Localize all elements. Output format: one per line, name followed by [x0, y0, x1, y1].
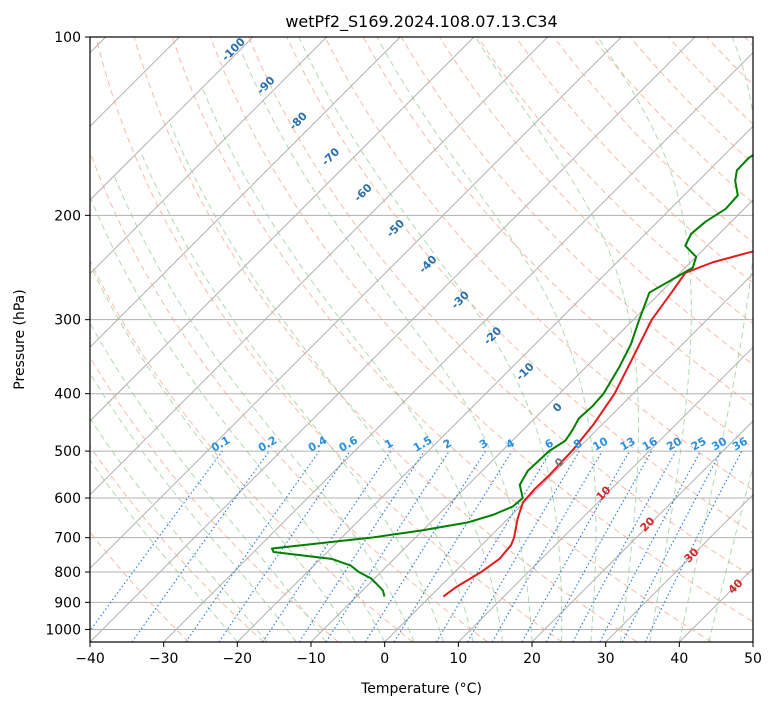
isotherm-gridline — [752, 641, 753, 642]
dry-adiabat — [210, 37, 753, 623]
moist-adiabat — [90, 321, 327, 642]
moist-adiabat — [90, 199, 386, 642]
y-tick-label: 200 — [54, 208, 81, 224]
mixing-ratio-line — [545, 450, 653, 642]
y-tick-label: 100 — [54, 30, 81, 46]
moist-adiabat — [202, 87, 504, 642]
moist-adiabat — [90, 459, 238, 642]
dry-adiabat — [90, 356, 339, 642]
x-tick-label: −10 — [296, 651, 326, 667]
dry-adiabat — [95, 37, 563, 642]
mixing-ratio-line — [262, 450, 392, 642]
moist-adiabat — [678, 37, 753, 642]
moist-adiabat — [169, 123, 474, 642]
mixing-ratio-line — [131, 450, 270, 642]
y-tick-label: 300 — [54, 313, 81, 329]
moist-adiabat — [597, 37, 692, 642]
moist-adiabat — [376, 37, 597, 642]
y-tick-label: 400 — [54, 387, 81, 403]
dry-adiabat — [515, 37, 753, 284]
y-axis-label: Pressure (hPa) — [12, 289, 28, 389]
mixing-ratio-line — [298, 450, 425, 642]
isotherm-gridline — [605, 493, 753, 642]
x-tick-label: 20 — [523, 651, 541, 667]
profile-line — [442, 250, 753, 598]
x-tick-label: 40 — [670, 651, 688, 667]
dry-adiabat — [133, 37, 638, 642]
x-tick-label: −40 — [75, 651, 105, 667]
dry-adiabat — [248, 37, 753, 578]
dry-adiabat — [324, 37, 753, 491]
isotherm-gridline — [90, 37, 328, 275]
dry-adiabat — [171, 37, 712, 642]
x-axis-label: Temperature (°C) — [360, 681, 482, 697]
x-tick-label: −20 — [223, 651, 253, 667]
profile-line — [270, 153, 753, 597]
moist-adiabat — [708, 464, 753, 642]
isotherm-gridline — [457, 346, 753, 642]
isotherm-gridline — [90, 37, 401, 349]
x-tick-label: 50 — [744, 651, 762, 667]
mixing-ratio-line — [218, 450, 351, 642]
isotherm-gridline — [163, 51, 753, 642]
mixing-ratio-line — [90, 450, 223, 632]
isotherm-gridline — [90, 37, 696, 642]
moist-adiabat — [90, 372, 297, 642]
x-tick-label: 0 — [380, 651, 389, 667]
plot-frame — [89, 36, 754, 643]
mixing-ratio-line — [325, 450, 450, 642]
dry-adiabat — [90, 259, 414, 642]
mixing-ratio-line — [185, 450, 320, 642]
dry-adiabat — [286, 37, 753, 534]
mixing-ratio-line — [644, 450, 743, 642]
isotherm-gridline — [90, 37, 622, 570]
x-tick-label: 30 — [597, 651, 615, 667]
isotherm-gridline — [531, 420, 753, 642]
x-tick-label: −30 — [149, 651, 179, 667]
moist-adiabat — [90, 264, 356, 642]
y-tick-label: 600 — [54, 491, 81, 507]
moist-adiabat — [114, 176, 415, 642]
y-tick-label: 700 — [54, 531, 81, 547]
moist-adiabat — [241, 51, 533, 642]
y-tick-label: 1000 — [45, 622, 81, 638]
mixing-ratio-line — [393, 450, 513, 642]
isotherm-gridline — [90, 37, 549, 496]
y-tick-label: 900 — [54, 595, 81, 611]
mixing-ratio-line — [521, 450, 630, 642]
plot-background — [90, 37, 753, 642]
moist-adiabat — [474, 37, 639, 642]
isotherm-gridline — [90, 37, 475, 422]
mixing-ratio-line — [572, 450, 677, 642]
y-tick-label: 800 — [54, 565, 81, 581]
chart-title: wetPf2_S169.2024.108.07.13.C34 — [285, 12, 557, 32]
isotherm-gridline — [90, 37, 254, 201]
dry-adiabat — [90, 445, 264, 642]
x-tick-label: 10 — [449, 651, 467, 667]
moist-adiabat — [90, 417, 268, 642]
y-tick-label: 500 — [54, 444, 81, 460]
moist-adiabat — [298, 37, 563, 642]
isotherm-gridline — [384, 272, 753, 642]
moist-adiabat — [140, 151, 445, 642]
